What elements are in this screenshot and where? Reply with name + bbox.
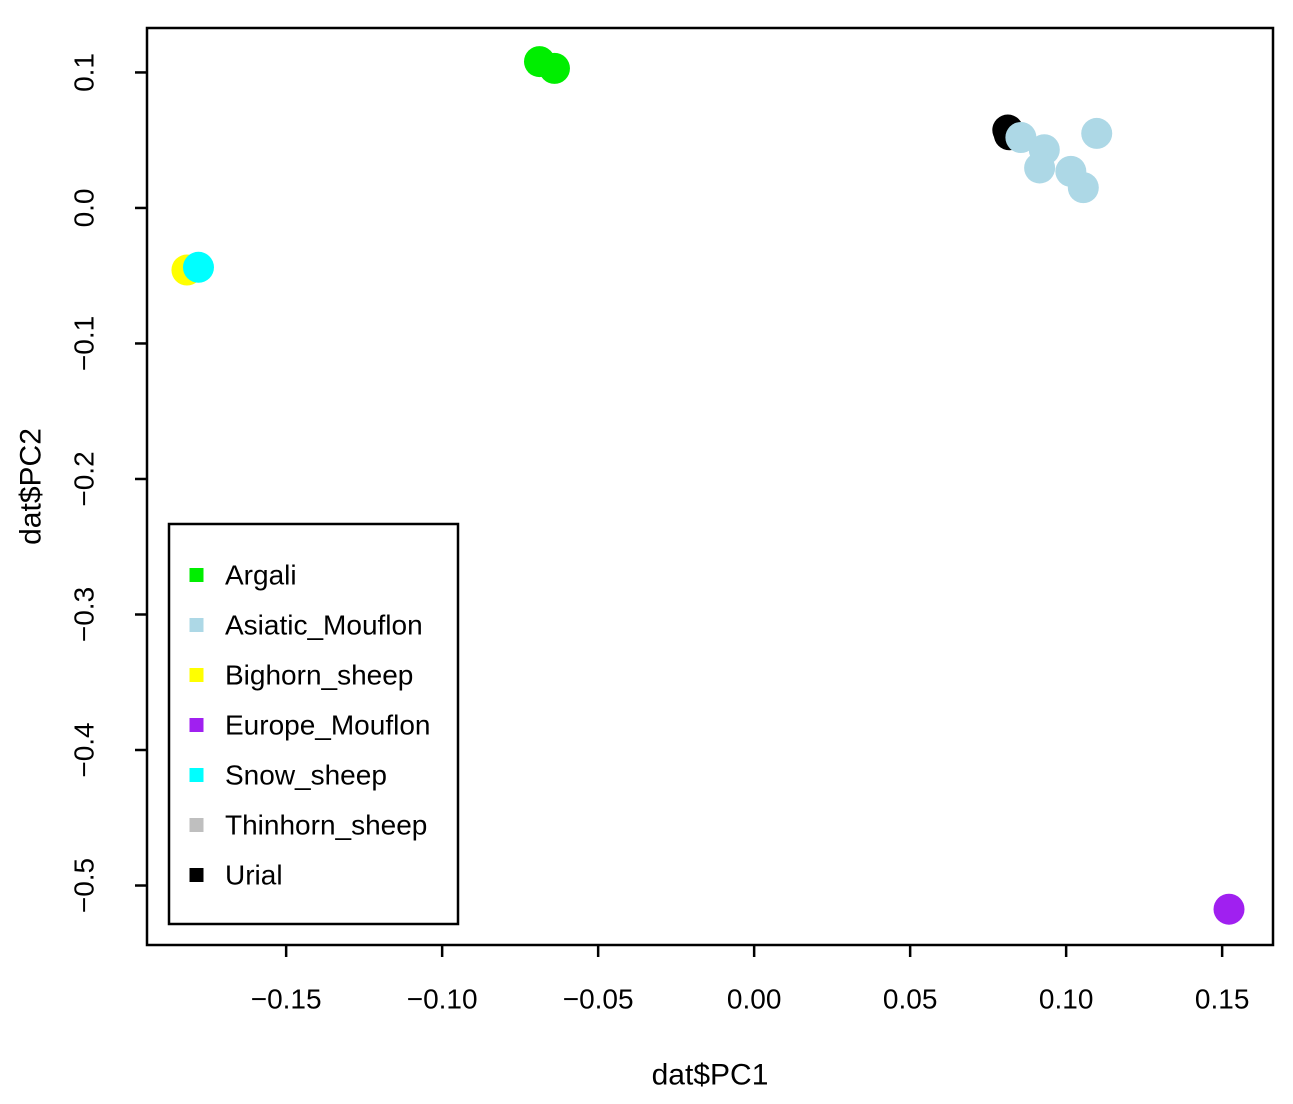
y-tick-label: 0.1 [69,53,100,92]
legend-label-urial: Urial [225,860,283,891]
legend-label-thinhorn_sheep: Thinhorn_sheep [225,810,427,841]
y-tick-label: −0.2 [69,451,100,506]
y-tick-label: −0.5 [69,858,100,913]
legend-box [167,522,460,926]
x-tick-label: −0.05 [563,984,634,1015]
plot-border [145,26,1275,947]
legend-marker-bighorn_sheep [189,668,204,682]
y-tick-label: 0.0 [69,188,100,227]
legend-label-snow_sheep: Snow_sheep [225,760,387,791]
x-axis-title: dat$PC1 [652,1059,769,1092]
y-tick-label: −0.3 [69,587,100,642]
data-point-asiatic_mouflon [1081,117,1113,149]
data-point-argali [538,52,570,84]
legend-label-europe_mouflon: Europe_Mouflon [225,710,430,741]
x-tick-label: 0.05 [883,984,938,1015]
legend-marker-argali [189,568,204,582]
legend-marker-thinhorn_sheep [189,818,204,832]
x-tick-label: 0.10 [1039,984,1094,1015]
x-tick-label: 0.00 [727,984,782,1015]
data-point-europe_mouflon [1213,893,1245,925]
x-tick-label: 0.15 [1195,984,1250,1015]
data-point-asiatic_mouflon [1024,152,1056,184]
legend-marker-europe_mouflon [189,718,204,732]
legend-marker-asiatic_mouflon [189,618,204,632]
x-tick-label: −0.15 [251,984,322,1015]
legend-label-asiatic_mouflon: Asiatic_Mouflon [225,610,423,641]
data-point-asiatic_mouflon [1005,121,1037,153]
data-point-snow_sheep [182,251,214,283]
legend-marker-snow_sheep [189,768,204,782]
data-point-asiatic_mouflon [1067,172,1099,204]
y-tick-label: −0.4 [69,722,100,777]
x-tick-label: −0.10 [407,984,478,1015]
legend-marker-urial [189,868,204,882]
legend-label-argali: Argali [225,560,297,591]
y-tick-label: −0.1 [69,316,100,371]
y-axis-title: dat$PC2 [15,428,48,545]
legend-label-bighorn_sheep: Bighorn_sheep [225,660,413,691]
